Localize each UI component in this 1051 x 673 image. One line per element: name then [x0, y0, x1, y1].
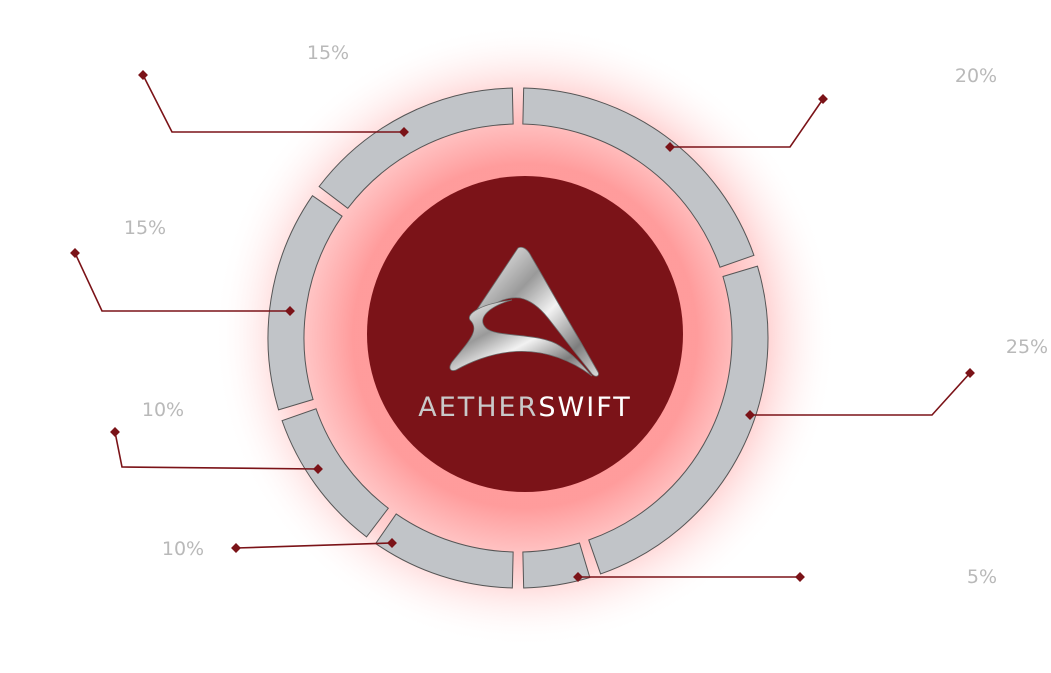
percent-labels: 20% 25% 5% 10% 10% 15% 15%	[124, 42, 1048, 588]
leader-line-4	[235, 542, 393, 549]
leader-end-marker-7	[138, 70, 148, 80]
brand-text: AETHERSWIFT	[418, 392, 632, 423]
leader-line-5	[114, 431, 319, 470]
leader-end-marker-3	[795, 572, 805, 582]
percent-label-4: 10%	[162, 538, 204, 560]
ring-segment-1	[522, 87, 755, 268]
leader-lines	[70, 70, 975, 582]
brand-text-right: SWIFT	[538, 392, 631, 423]
leader-start-marker-1	[665, 142, 675, 152]
ring-segment-2	[588, 265, 769, 575]
leader-end-marker-1	[818, 94, 828, 104]
ring-segments	[267, 87, 769, 589]
ring-segment-6	[267, 194, 343, 411]
leader-start-marker-5	[313, 464, 323, 474]
ring-segment-7	[318, 87, 514, 210]
leader-end-marker-6	[70, 248, 80, 258]
aetherswift-logo-icon	[449, 246, 599, 377]
ring-segment-5	[281, 408, 390, 538]
leader-start-marker-6	[285, 306, 295, 316]
percent-label-5: 10%	[142, 399, 184, 421]
brand-text-left: AETHER	[418, 392, 538, 423]
leader-end-marker-4	[231, 543, 241, 553]
percent-label-6: 15%	[124, 217, 166, 239]
leader-start-marker-7	[399, 127, 409, 137]
leader-end-marker-2	[965, 368, 975, 378]
percent-label-2: 25%	[1006, 336, 1048, 358]
percent-label-7: 15%	[307, 42, 349, 64]
center-disc	[367, 176, 683, 492]
ring-segment-3	[522, 542, 591, 589]
leader-line-7	[142, 74, 404, 133]
leader-line-1	[670, 98, 824, 148]
leader-start-marker-4	[387, 538, 397, 548]
leader-line-6	[74, 252, 290, 312]
percent-label-3: 5%	[967, 566, 997, 588]
leader-end-marker-5	[110, 427, 120, 437]
percent-label-1: 20%	[955, 65, 997, 87]
leader-start-marker-2	[745, 410, 755, 420]
leader-line-2	[750, 372, 971, 416]
leader-start-marker-3	[573, 572, 583, 582]
ring-segment-4	[374, 513, 514, 589]
